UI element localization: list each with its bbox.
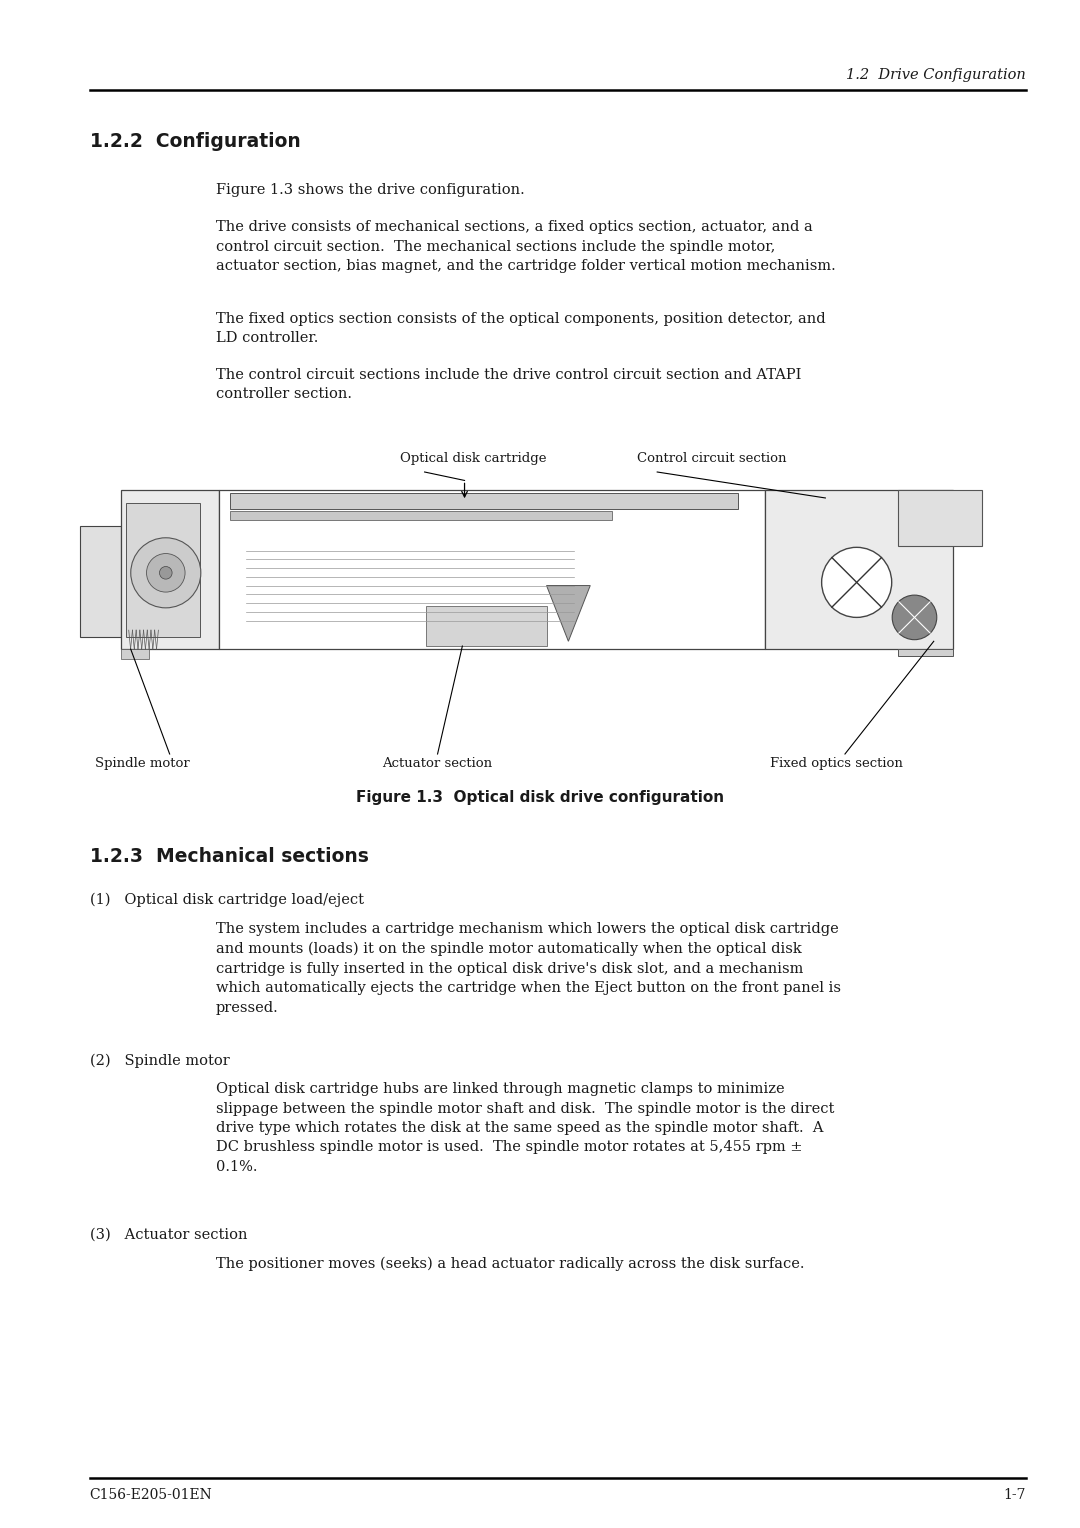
Bar <box>427 607 546 646</box>
Polygon shape <box>546 585 591 642</box>
Text: Spindle motor: Spindle motor <box>95 756 189 770</box>
Circle shape <box>822 547 892 617</box>
Text: The drive consists of mechanical sections, a fixed optics section, actuator, and: The drive consists of mechanical section… <box>216 220 836 274</box>
Circle shape <box>147 553 185 591</box>
Circle shape <box>892 594 936 640</box>
Text: The fixed optics section consists of the optical components, position detector, : The fixed optics section consists of the… <box>216 312 825 345</box>
Text: (1)   Optical disk cartridge load/eject: (1) Optical disk cartridge load/eject <box>90 892 364 908</box>
Bar <box>897 490 982 545</box>
Bar <box>230 494 738 509</box>
Text: The control circuit sections include the drive control circuit section and ATAPI: The control circuit sections include the… <box>216 368 801 402</box>
Circle shape <box>160 567 172 579</box>
Bar <box>80 526 121 637</box>
Text: Optical disk cartridge: Optical disk cartridge <box>400 452 546 465</box>
Text: 1.2.3  Mechanical sections: 1.2.3 Mechanical sections <box>90 847 368 866</box>
Text: Fixed optics section: Fixed optics section <box>770 756 903 770</box>
Bar <box>126 503 200 637</box>
Text: Actuator section: Actuator section <box>382 756 492 770</box>
Text: 1.2  Drive Configuration: 1.2 Drive Configuration <box>847 69 1026 83</box>
Bar <box>765 490 953 649</box>
Text: 1-7: 1-7 <box>1003 1488 1026 1502</box>
Text: Figure 1.3  Optical disk drive configuration: Figure 1.3 Optical disk drive configurat… <box>356 790 724 805</box>
Bar <box>121 649 149 659</box>
Bar <box>218 490 765 649</box>
Text: Control circuit section: Control circuit section <box>637 452 786 465</box>
Text: Figure 1.3 shows the drive configuration.: Figure 1.3 shows the drive configuration… <box>216 183 525 197</box>
Text: 1.2.2  Configuration: 1.2.2 Configuration <box>90 131 300 151</box>
Bar <box>230 510 612 520</box>
Text: (3)   Actuator section: (3) Actuator section <box>90 1229 247 1242</box>
Text: Optical disk cartridge hubs are linked through magnetic clamps to minimize
slipp: Optical disk cartridge hubs are linked t… <box>216 1082 835 1174</box>
Text: C156-E205-01EN: C156-E205-01EN <box>90 1488 213 1502</box>
Bar <box>121 490 218 649</box>
Circle shape <box>131 538 201 608</box>
Text: The system includes a cartridge mechanism which lowers the optical disk cartridg: The system includes a cartridge mechanis… <box>216 921 841 1015</box>
Bar <box>897 649 953 656</box>
Text: (2)   Spindle motor: (2) Spindle motor <box>90 1054 229 1068</box>
Text: The positioner moves (seeks) a head actuator radically across the disk surface.: The positioner moves (seeks) a head actu… <box>216 1258 805 1271</box>
